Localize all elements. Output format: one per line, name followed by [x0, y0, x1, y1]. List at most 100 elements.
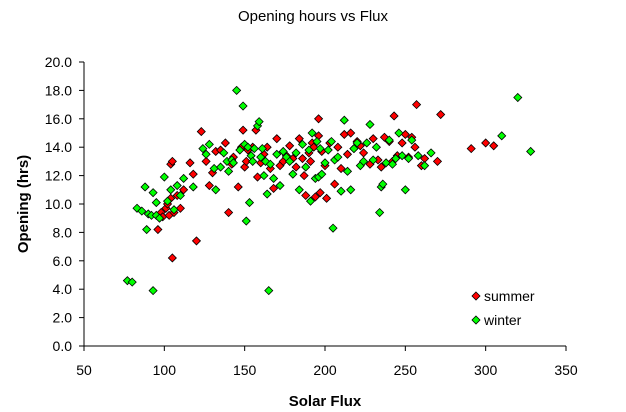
winter-point — [264, 286, 274, 296]
winter-point — [188, 182, 198, 192]
winter-point — [142, 224, 152, 235]
winter-point — [301, 162, 311, 172]
x-tick-label: 50 — [76, 362, 92, 378]
winter-point — [248, 156, 258, 166]
summer-point — [466, 144, 476, 154]
winter-point — [265, 159, 275, 169]
winter-point — [336, 186, 346, 196]
summer-point — [185, 158, 195, 168]
summer-point — [201, 156, 211, 166]
summer-point — [299, 171, 309, 181]
y-tick-label: 0.0 — [53, 338, 73, 354]
winter-point — [232, 85, 242, 95]
winter-point — [333, 152, 343, 162]
chart-title: Opening hours vs Flux — [238, 8, 389, 25]
winter-point — [391, 153, 401, 164]
winter-point — [352, 138, 362, 148]
x-tick-label: 200 — [313, 362, 337, 378]
winter-point — [169, 205, 179, 215]
legend-marker-winter — [471, 315, 481, 325]
summer-point — [269, 183, 279, 193]
winter-point — [328, 223, 338, 233]
winter-point — [219, 148, 229, 158]
winter-point — [262, 189, 272, 199]
winter-point — [362, 138, 372, 148]
summer-point — [220, 138, 230, 148]
winter-point — [297, 139, 308, 149]
summer-point — [233, 182, 243, 192]
winter-point — [244, 198, 255, 208]
winter-point — [420, 161, 430, 171]
summer-point — [167, 253, 177, 263]
winter-point — [179, 173, 189, 184]
summer-point — [336, 163, 346, 174]
winter-point — [285, 156, 295, 166]
summer-point — [436, 109, 446, 120]
summer-point — [294, 134, 304, 144]
winter-point — [269, 173, 279, 184]
summer-point — [196, 127, 206, 137]
y-tick-label: 10.0 — [45, 196, 72, 212]
summer-point — [330, 179, 340, 189]
winter-point — [323, 145, 333, 155]
winter-point — [272, 149, 282, 159]
winter-point — [413, 151, 423, 161]
summer-point — [368, 134, 378, 144]
winter-point — [257, 144, 267, 154]
summer-point — [153, 224, 163, 235]
summer-point — [489, 141, 499, 151]
winter-point — [326, 136, 336, 147]
y-tick-label: 18.0 — [45, 82, 72, 98]
x-tick-label: 350 — [554, 362, 578, 378]
summer-point — [339, 129, 349, 139]
winter-point — [339, 115, 349, 125]
summer-point — [241, 156, 251, 166]
winter-point — [154, 213, 165, 223]
summer-point — [315, 188, 325, 198]
y-tick-label: 14.0 — [45, 139, 72, 155]
winter-point — [375, 207, 385, 218]
y-tick-label: 12.0 — [45, 168, 72, 184]
winter-point — [148, 286, 158, 296]
winter-point — [384, 135, 394, 145]
winter-point — [148, 188, 158, 198]
winter-point — [381, 158, 391, 168]
winter-point — [497, 131, 507, 141]
winter-point — [513, 92, 523, 103]
summer-point — [346, 128, 356, 138]
winter-point — [254, 117, 264, 127]
winter-point — [249, 144, 259, 154]
summer-point — [191, 236, 202, 246]
winter-point — [304, 145, 314, 155]
summer-point — [397, 138, 407, 148]
summer-point — [481, 138, 491, 148]
winter-point — [294, 185, 304, 195]
winter-point — [243, 142, 253, 152]
legend-label-winter: winter — [483, 312, 522, 328]
winter-point — [371, 142, 381, 152]
legend-marker-summer — [471, 291, 481, 301]
winter-point — [224, 166, 234, 176]
winter-point — [204, 139, 214, 149]
winter-point — [291, 148, 301, 158]
winter-point — [140, 182, 150, 192]
winter-point — [526, 146, 536, 157]
summer-point — [301, 190, 311, 201]
winter-point — [122, 276, 132, 286]
x-tick-label: 250 — [394, 362, 418, 378]
winter-point — [397, 151, 407, 161]
winter-point — [159, 172, 169, 182]
winter-point — [400, 185, 410, 195]
winter-point — [201, 149, 211, 159]
winter-point — [137, 206, 147, 216]
summer-point — [310, 192, 320, 202]
y-tick-label: 6.0 — [53, 253, 73, 269]
summer-point — [291, 162, 301, 172]
winter-point — [346, 185, 356, 195]
summer-point — [342, 149, 353, 159]
winter-point — [317, 169, 327, 179]
winter-point — [407, 135, 417, 145]
winter-point — [342, 166, 353, 176]
winter-point — [315, 144, 325, 154]
winter-point — [278, 146, 288, 157]
